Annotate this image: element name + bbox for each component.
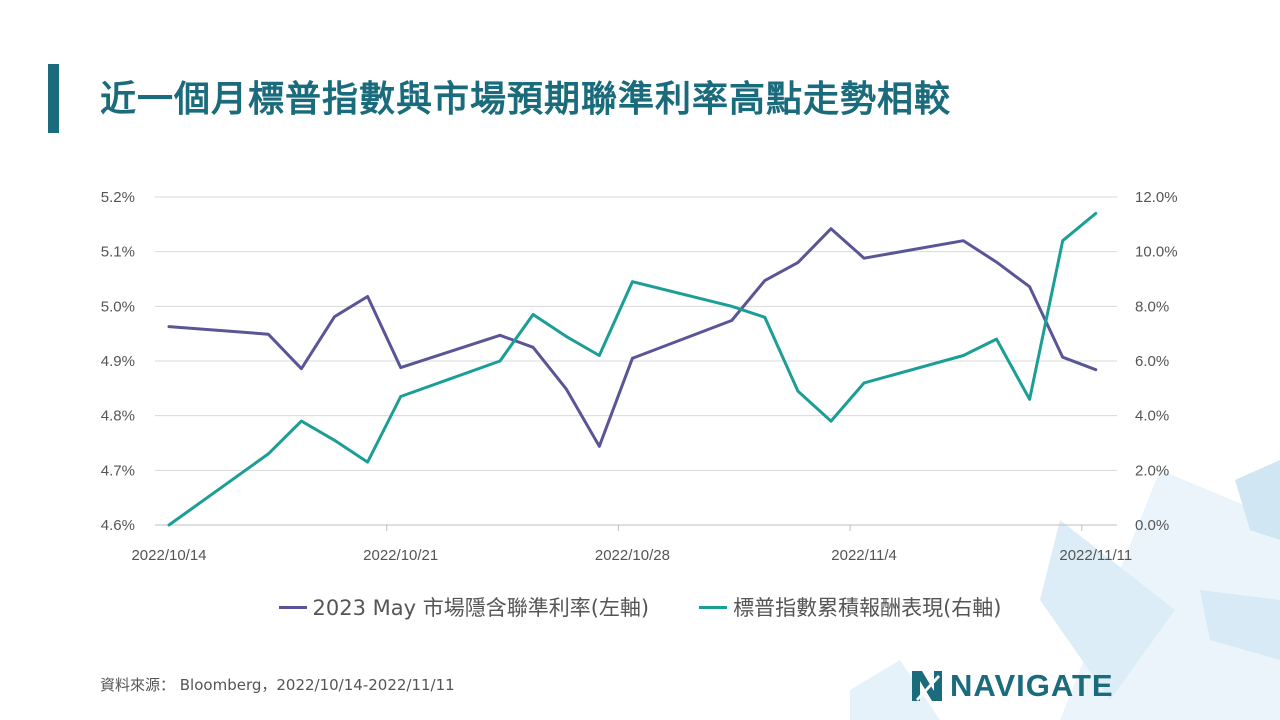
y-right-tick-label: 12.0% xyxy=(1135,189,1178,206)
y-left-tick-label: 5.2% xyxy=(101,189,135,206)
legend-item-sp500: 標普指數累積報酬表現(右軸) xyxy=(699,592,1002,622)
series-line-sp500 xyxy=(167,211,1098,527)
series-line-fed-rate xyxy=(167,227,1098,448)
y-right-tick-label: 8.0% xyxy=(1135,298,1169,315)
y-left-tick-label: 4.9% xyxy=(101,353,135,370)
y-right-tick-label: 2.0% xyxy=(1135,462,1169,479)
y-left-tick-label: 4.6% xyxy=(101,517,135,534)
y-left-tick-label: 5.0% xyxy=(101,298,135,315)
legend-swatch-sp500 xyxy=(699,605,728,609)
title-accent-bar xyxy=(48,64,59,133)
x-tick-label: 2022/11/4 xyxy=(831,547,897,564)
chart-series xyxy=(167,211,1098,527)
y-left-tick-label: 5.1% xyxy=(101,244,135,261)
navigate-logo-mark-icon xyxy=(912,671,942,701)
legend-label-fed-rate: 2023 May 市場隱含聯準利率(左軸) xyxy=(312,596,650,620)
legend-swatch-fed-rate xyxy=(278,605,307,609)
y-right-tick-label: 10.0% xyxy=(1135,244,1178,261)
y-right-tick-label: 4.0% xyxy=(1135,408,1169,425)
x-tick-label: 2022/10/14 xyxy=(131,547,206,564)
x-tick-label: 2022/10/21 xyxy=(363,547,438,564)
navigate-logo-text: NAVIGATE xyxy=(950,668,1114,703)
x-tick-label: 2022/11/11 xyxy=(1059,547,1132,564)
page-title: 近一個月標普指數與市場預期聯準利率高點走勢相較 xyxy=(100,79,952,120)
chart-axes: 4.6% 0.0% 4.7% 2.0% 4.8% 4.0% 4.9% 6.0% 5.0% 8.0%… xyxy=(101,189,1178,564)
y-left-tick-label: 4.7% xyxy=(101,462,135,479)
data-source-note: 資料來源： Bloomberg，2022/10/14-2022/11/11 xyxy=(100,676,455,694)
y-right-tick-label: 0.0% xyxy=(1135,517,1169,534)
legend-item-fed-rate: 2023 May 市場隱含聯準利率(左軸) xyxy=(278,592,650,622)
chart-grid xyxy=(155,196,1117,471)
y-right-tick-label: 6.0% xyxy=(1135,353,1169,370)
legend-label-sp500: 標普指數累積報酬表現(右軸) xyxy=(733,596,1002,620)
chart-legend: 2023 May 市場隱含聯準利率(左軸) 標普指數累積報酬表現(右軸) xyxy=(0,592,1280,622)
x-tick-label: 2022/10/28 xyxy=(595,547,670,564)
y-left-tick-label: 4.8% xyxy=(101,408,135,425)
navigate-logo: NAVIGATE xyxy=(912,668,1114,704)
